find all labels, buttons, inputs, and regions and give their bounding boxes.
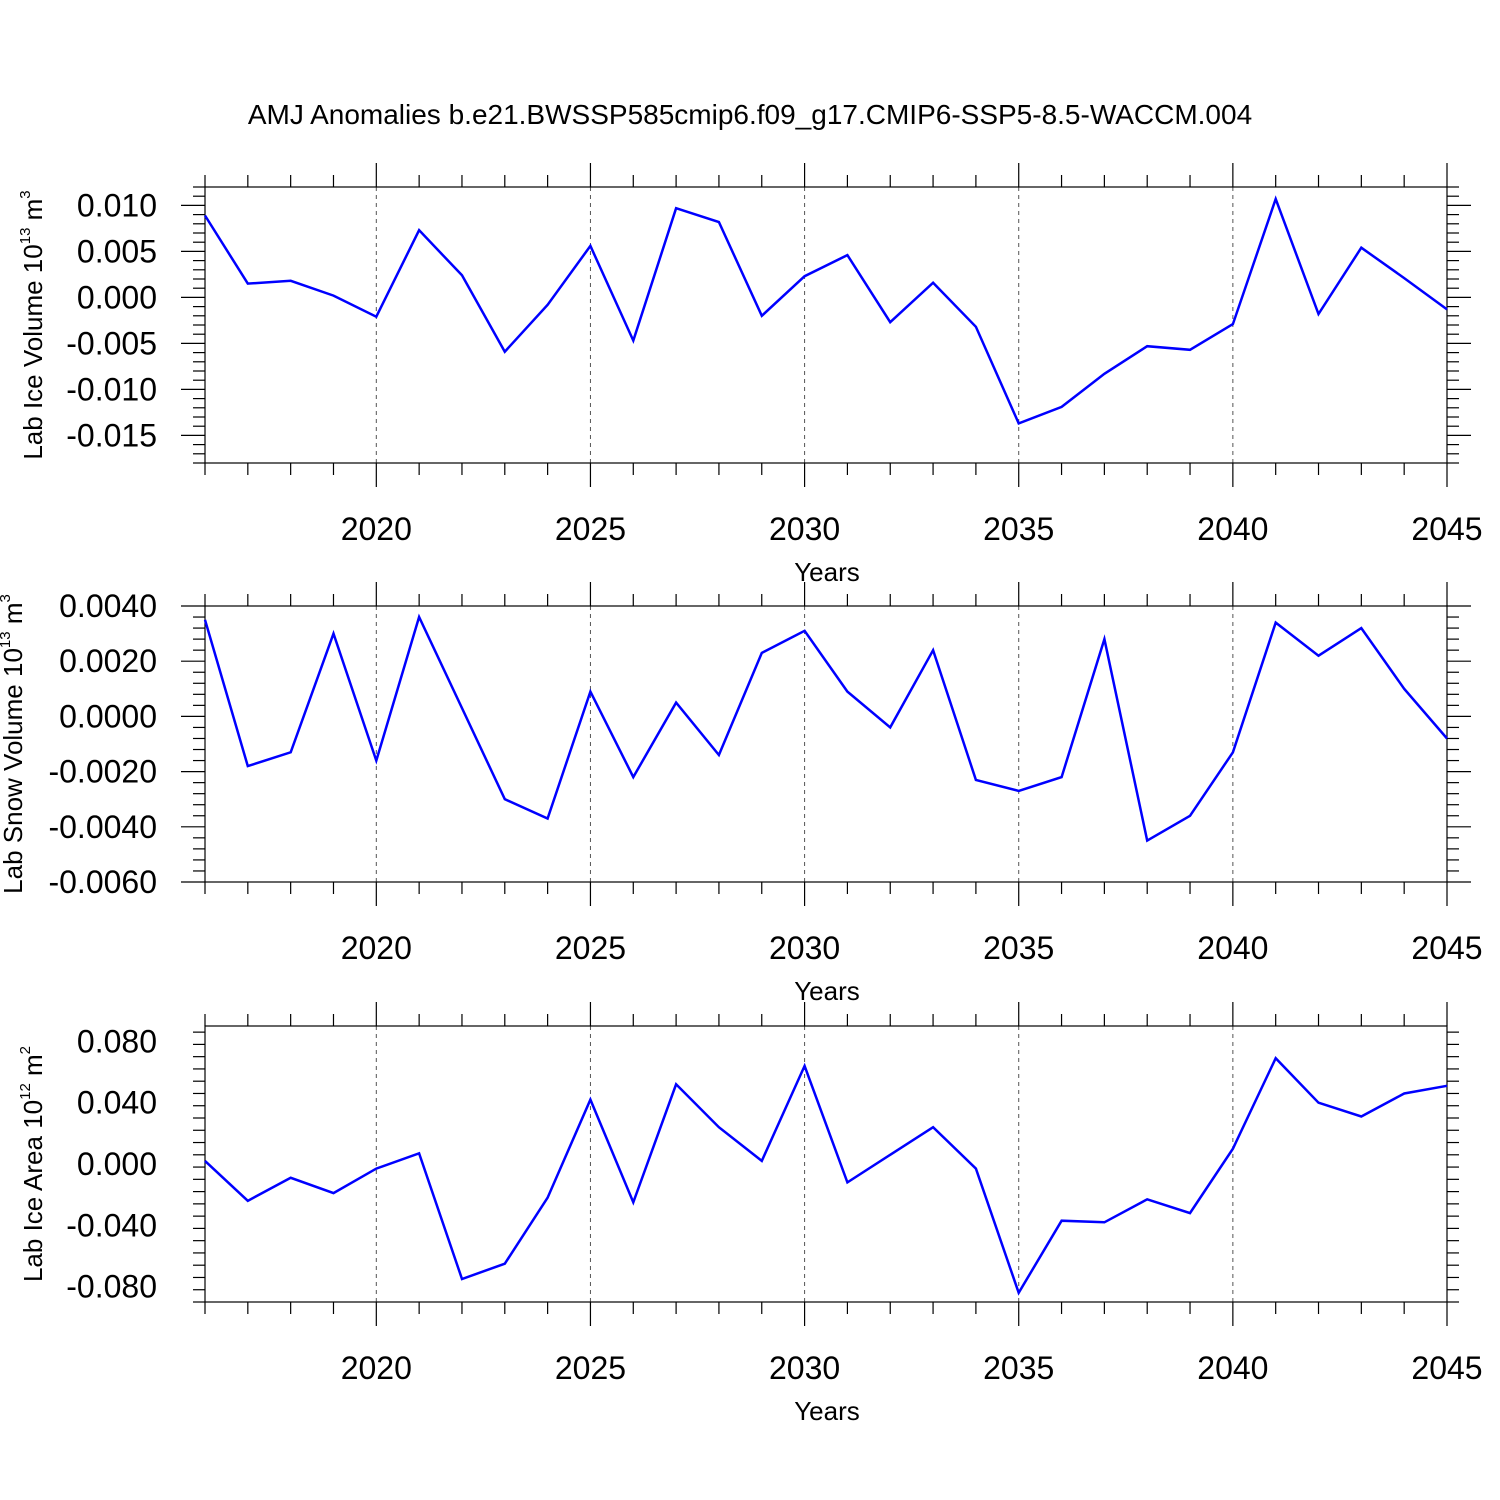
y-tick-label: 0.040: [77, 1085, 157, 1121]
x-tick-label: 2030: [769, 511, 840, 547]
y-tick-label: -0.0040: [48, 809, 157, 845]
y-tick-label: 0.0040: [59, 588, 157, 624]
x-tick-label: 2030: [769, 930, 840, 966]
x-tick-label: 2035: [983, 511, 1054, 547]
chart-title: AMJ Anomalies b.e21.BWSSP585cmip6.f09_g1…: [248, 99, 1252, 130]
y-tick-label: -0.015: [66, 417, 157, 453]
y-axis-label: Lab Ice Area 1012 m2: [17, 1046, 48, 1282]
y-tick-label: -0.0020: [48, 754, 157, 790]
series-line: [203, 613, 1448, 843]
x-axis-label: Years: [794, 1396, 860, 1426]
y-axis-label: Lab Ice Volume 1013 m3: [17, 190, 48, 459]
x-tick-label: 2035: [983, 930, 1054, 966]
y-tick-label: 0.0000: [59, 698, 157, 734]
y-tick-label: 0.000: [77, 1146, 157, 1182]
y-tick-label: -0.080: [66, 1269, 157, 1305]
panel-3: 0.080 0.040 0.000 -0.040 -0.080 2020 2025 2030 2…: [17, 1002, 1483, 1426]
panel-2: 0.0040 0.0020 0.0000 -0.0020 -0.0040 -0.0060 2…: [0, 582, 1483, 1006]
x-tick-label: 2020: [341, 1350, 412, 1386]
x-tick-label: 2040: [1197, 930, 1268, 966]
x-tick-label: 2040: [1197, 511, 1268, 547]
y-tick-label: -0.0060: [48, 864, 157, 900]
plot-frame: [204, 186, 1448, 464]
y-tick-label: -0.010: [66, 371, 157, 407]
panels: 0.010 0.005 0.000 -0.005 -0.010 -0.015 2020 202…: [0, 163, 1483, 1426]
y-tick-label: 0.080: [77, 1023, 157, 1059]
x-tick-label: 2020: [341, 930, 412, 966]
y-tick-label: -0.005: [66, 325, 157, 361]
x-tick-label: 2025: [555, 930, 626, 966]
y-axis-label: Lab Snow Volume 1013 m3: [0, 594, 28, 894]
x-tick-label: 2035: [983, 1350, 1054, 1386]
series-line: [204, 1056, 1448, 1296]
y-tick-label: 0.000: [77, 279, 157, 315]
x-tick-label: 2045: [1411, 1350, 1482, 1386]
plot-frame: [204, 1025, 1448, 1303]
x-tick-label: 2045: [1411, 511, 1482, 547]
x-axis-label: Years: [794, 976, 860, 1006]
x-tick-label: 2025: [555, 511, 626, 547]
x-tick-label: 2025: [555, 1350, 626, 1386]
x-tick-label: 2030: [769, 1350, 840, 1386]
y-tick-label: -0.040: [66, 1207, 157, 1243]
y-tick-label: 0.005: [77, 233, 157, 269]
x-tick-label: 2040: [1197, 1350, 1268, 1386]
plot-frame: [204, 605, 1448, 883]
panel-1: 0.010 0.005 0.000 -0.005 -0.010 -0.015 2020 202…: [17, 163, 1483, 587]
y-tick-label: 0.0020: [59, 643, 157, 679]
x-tick-label: 2020: [341, 511, 412, 547]
series-line: [203, 195, 1448, 425]
x-tick-label: 2045: [1411, 930, 1482, 966]
y-tick-label: 0.010: [77, 187, 157, 223]
